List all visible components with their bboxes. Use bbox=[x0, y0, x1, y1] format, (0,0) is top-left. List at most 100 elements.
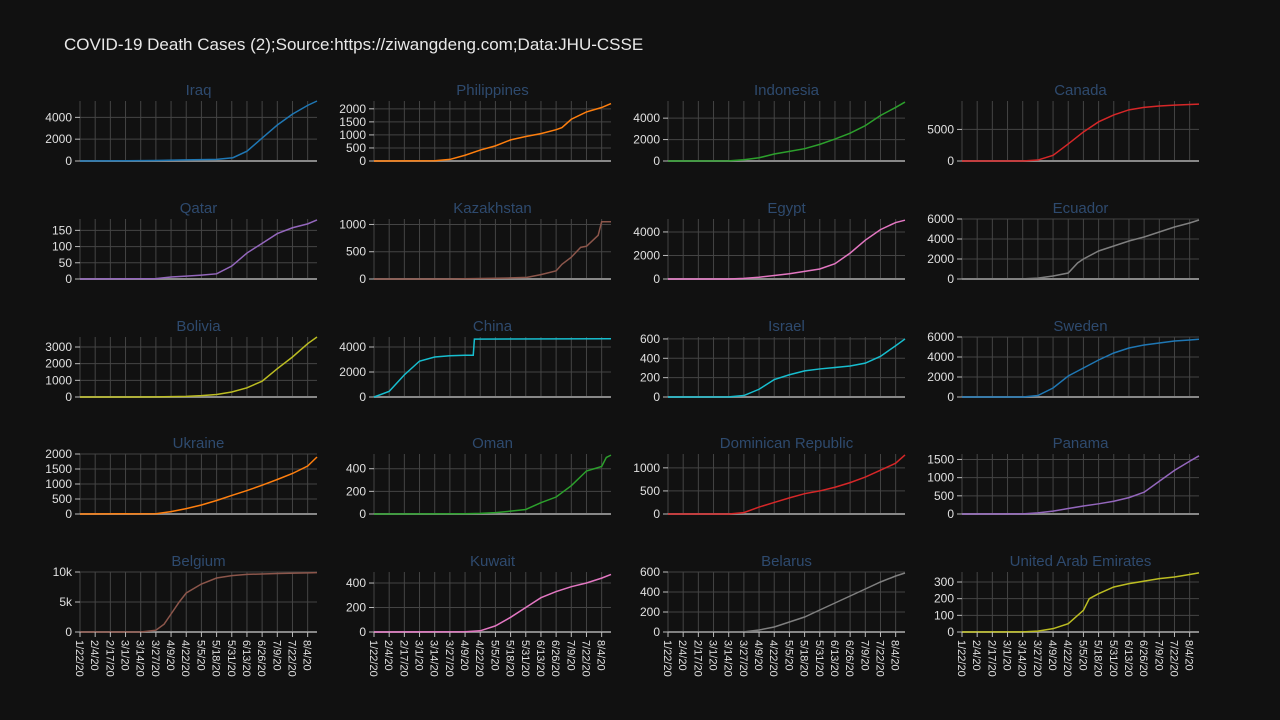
x-tick-label: 4/9/20 bbox=[458, 640, 470, 671]
y-tick-label: 0 bbox=[359, 272, 366, 286]
y-tick-label: 400 bbox=[640, 585, 660, 599]
series-line bbox=[373, 573, 612, 633]
subplot: 0 500 1000 Kazakhstan bbox=[339, 200, 611, 286]
x-tick-label: 6/13/20 bbox=[828, 640, 840, 677]
y-tick-label: 500 bbox=[346, 245, 366, 259]
x-tick-label: 4/9/20 bbox=[1046, 640, 1058, 671]
y-tick-label: 0 bbox=[653, 507, 660, 521]
x-tick-label: 4/9/20 bbox=[752, 640, 764, 671]
y-tick-label: 3000 bbox=[45, 340, 72, 354]
x-tick-label: 5/31/20 bbox=[519, 640, 531, 677]
x-tick-label: 7/9/20 bbox=[564, 640, 576, 671]
x-tick-label: 5/31/20 bbox=[813, 640, 825, 677]
subplot: 0 200 400 600 Belarus 1/22/20 2/4/20 2/17/20 3/1… bbox=[640, 553, 906, 677]
y-tick-label: 4000 bbox=[339, 340, 366, 354]
x-tick-label: 3/14/20 bbox=[722, 640, 734, 677]
x-tick-label: 6/26/20 bbox=[549, 640, 561, 677]
x-tick-label: 7/9/20 bbox=[270, 640, 282, 671]
series-line bbox=[961, 103, 1200, 162]
x-tick-label: 7/22/20 bbox=[873, 640, 885, 677]
series-line bbox=[373, 338, 612, 398]
y-tick-label: 0 bbox=[653, 625, 660, 639]
y-tick-label: 400 bbox=[640, 351, 660, 365]
x-tick-label: 7/22/20 bbox=[579, 640, 591, 677]
subplot: 0 500 1000 1500 Panama bbox=[927, 435, 1200, 521]
y-tick-label: 600 bbox=[640, 332, 660, 346]
y-tick-label: 150 bbox=[52, 223, 72, 237]
subplot: 0 500 1000 Dominican Republic bbox=[633, 435, 906, 521]
y-tick-label: 0 bbox=[653, 272, 660, 286]
x-tick-label: 8/4/20 bbox=[889, 640, 901, 671]
y-tick-label: 1500 bbox=[927, 452, 954, 466]
subplot: 0 1000 2000 3000 Bolivia bbox=[45, 318, 318, 404]
y-tick-label: 400 bbox=[346, 576, 366, 590]
y-tick-label: 0 bbox=[65, 507, 72, 521]
y-tick-label: 0 bbox=[947, 272, 954, 286]
x-tick-label: 7/22/20 bbox=[285, 640, 297, 677]
y-tick-label: 200 bbox=[346, 601, 366, 615]
x-tick-label: 6/13/20 bbox=[1122, 640, 1134, 677]
y-tick-label: 2000 bbox=[927, 252, 954, 266]
y-tick-label: 200 bbox=[346, 484, 366, 498]
series-line bbox=[79, 336, 318, 398]
x-tick-label: 2/4/20 bbox=[382, 640, 394, 671]
subplot: 0 5000 Canada bbox=[927, 82, 1200, 168]
x-tick-label: 5/31/20 bbox=[225, 640, 237, 677]
series-line bbox=[373, 220, 611, 280]
y-tick-label: 500 bbox=[346, 141, 366, 155]
y-tick-label: 0 bbox=[359, 625, 366, 639]
series-line bbox=[79, 219, 318, 280]
y-tick-label: 0 bbox=[65, 625, 72, 639]
subplot: 0 2000 4000 6000 Ecuador bbox=[927, 200, 1200, 286]
y-tick-label: 300 bbox=[934, 575, 954, 589]
y-tick-label: 0 bbox=[947, 390, 954, 404]
y-tick-label: 0 bbox=[65, 390, 72, 404]
y-tick-label: 1500 bbox=[339, 115, 366, 129]
series-line bbox=[961, 219, 1200, 280]
y-tick-label: 100 bbox=[934, 608, 954, 622]
x-tick-label: 3/1/20 bbox=[119, 640, 131, 671]
y-tick-label: 0 bbox=[65, 272, 72, 286]
y-tick-label: 0 bbox=[947, 625, 954, 639]
x-tick-label: 1/22/20 bbox=[955, 640, 967, 677]
x-tick-label: 7/22/20 bbox=[1167, 640, 1179, 677]
x-tick-label: 3/27/20 bbox=[149, 640, 161, 677]
x-tick-label: 3/14/20 bbox=[428, 640, 440, 677]
x-tick-label: 2/17/20 bbox=[985, 640, 997, 677]
x-tick-label: 8/4/20 bbox=[301, 640, 313, 671]
y-tick-label: 0 bbox=[947, 507, 954, 521]
x-tick-label: 6/26/20 bbox=[843, 640, 855, 677]
y-tick-label: 100 bbox=[52, 240, 72, 254]
y-tick-label: 200 bbox=[640, 371, 660, 385]
y-tick-label: 2000 bbox=[927, 370, 954, 384]
x-tick-label: 2/17/20 bbox=[691, 640, 703, 677]
x-tick-label: 3/14/20 bbox=[1016, 640, 1028, 677]
subplot-title: Dominican Republic bbox=[720, 435, 854, 452]
x-tick-label: 5/18/20 bbox=[210, 640, 222, 677]
y-tick-label: 2000 bbox=[633, 248, 660, 262]
figure-title: COVID-19 Death Cases (2);Source:https://… bbox=[64, 35, 643, 54]
series-line bbox=[79, 571, 318, 633]
x-tick-label: 2/4/20 bbox=[88, 640, 100, 671]
series-line bbox=[667, 454, 906, 515]
y-tick-label: 400 bbox=[346, 462, 366, 476]
subplot-grid: 020004000Iraq0500100015002000Philippines… bbox=[45, 82, 1200, 677]
subplot-title: Qatar bbox=[180, 200, 218, 217]
series-line bbox=[961, 338, 1200, 398]
y-tick-label: 6000 bbox=[927, 330, 954, 344]
y-tick-label: 200 bbox=[934, 592, 954, 606]
y-tick-label: 1000 bbox=[45, 477, 72, 491]
x-tick-label: 1/22/20 bbox=[73, 640, 85, 677]
subplot-title: Iraq bbox=[186, 82, 212, 99]
y-tick-label: 2000 bbox=[633, 133, 660, 147]
y-tick-label: 4000 bbox=[927, 350, 954, 364]
y-tick-label: 1000 bbox=[339, 128, 366, 142]
y-tick-label: 0 bbox=[653, 154, 660, 168]
y-tick-label: 0 bbox=[65, 154, 72, 168]
x-tick-label: 4/9/20 bbox=[164, 640, 176, 671]
y-tick-label: 0 bbox=[653, 390, 660, 404]
x-tick-label: 5/5/20 bbox=[782, 640, 794, 671]
